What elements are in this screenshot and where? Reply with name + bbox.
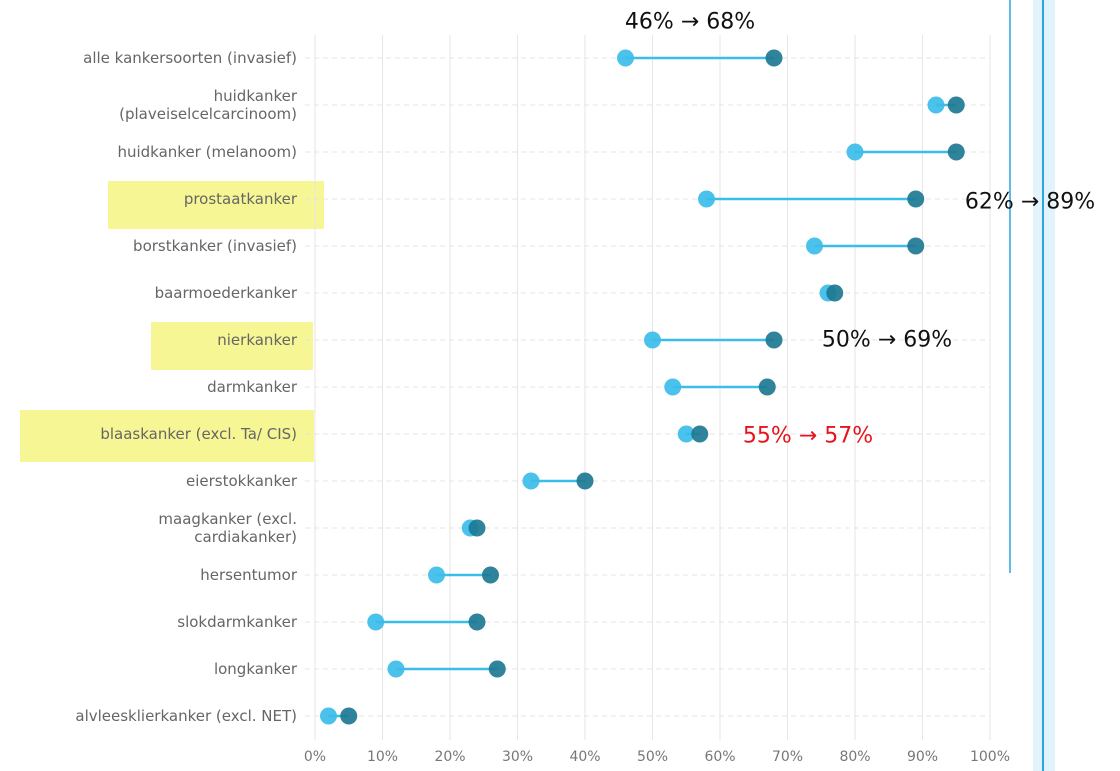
highlight (151, 322, 313, 370)
dot (340, 707, 358, 725)
x-tick-label: 20% (434, 749, 465, 765)
x-tick-label: 70% (772, 749, 803, 765)
annotation: 46% → 68% (624, 9, 756, 35)
dot (488, 660, 506, 678)
dot (927, 96, 945, 114)
annotation: 50% → 69% (821, 327, 953, 353)
category-label: alle kankersoorten (invasief) (83, 49, 297, 67)
category-label: baarmoederkanker (154, 284, 297, 302)
category-label: hersentumor (200, 566, 297, 584)
dot (907, 190, 925, 208)
highlight (20, 410, 314, 462)
x-tick-label: 90% (907, 749, 938, 765)
category-label: maagkanker (excl. cardiakanker) (158, 510, 297, 546)
x-tick-label: 80% (839, 749, 870, 765)
dot (387, 660, 405, 678)
dot (677, 425, 695, 443)
dot (907, 237, 925, 255)
annotation: 55% → 57% (742, 423, 874, 449)
dot (846, 143, 864, 161)
dot (468, 519, 486, 537)
x-tick-label: 50% (637, 749, 668, 765)
dot (826, 284, 844, 302)
dot (644, 331, 661, 349)
x-tick-label: 10% (367, 749, 398, 765)
x-tick-label: 0% (304, 749, 326, 765)
dot (947, 96, 965, 114)
dot (482, 566, 499, 584)
category-label: huidkanker (melanoom) (117, 143, 297, 161)
dot (691, 425, 709, 443)
dot (664, 378, 682, 396)
dot (947, 143, 965, 161)
x-tick-label: 30% (502, 749, 533, 765)
category-label: slokdarmkanker (177, 613, 297, 631)
category-label: darmkanker (207, 378, 297, 396)
dot (320, 707, 337, 725)
category-label: huidkanker (plaveiselcelcarcinoom) (119, 87, 297, 123)
dot (576, 472, 594, 490)
category-label: nierkanker (217, 331, 297, 349)
x-tick-label: 60% (704, 749, 735, 765)
highlight (108, 181, 324, 229)
annotation: 62% → 89% (964, 189, 1096, 215)
dot (765, 331, 783, 349)
category-label: alvleesklierkanker (excl. NET) (75, 707, 297, 725)
category-label: longkanker (213, 660, 297, 678)
dot (617, 49, 634, 67)
x-tick-label: 40% (569, 749, 600, 765)
dot (698, 190, 715, 208)
dot (758, 378, 776, 396)
x-tick-label: 100% (970, 749, 1010, 765)
dot (428, 566, 445, 584)
category-label: blaaskanker (excl. Ta/ CIS) (100, 425, 297, 443)
dot (367, 613, 385, 631)
category-label: borstkanker (invasief) (133, 237, 297, 255)
dot (468, 613, 486, 631)
category-label: prostaatkanker (183, 190, 297, 208)
dot (806, 237, 823, 255)
dot (765, 49, 783, 67)
dot (522, 472, 540, 490)
category-label: eierstokkanker (185, 472, 297, 490)
